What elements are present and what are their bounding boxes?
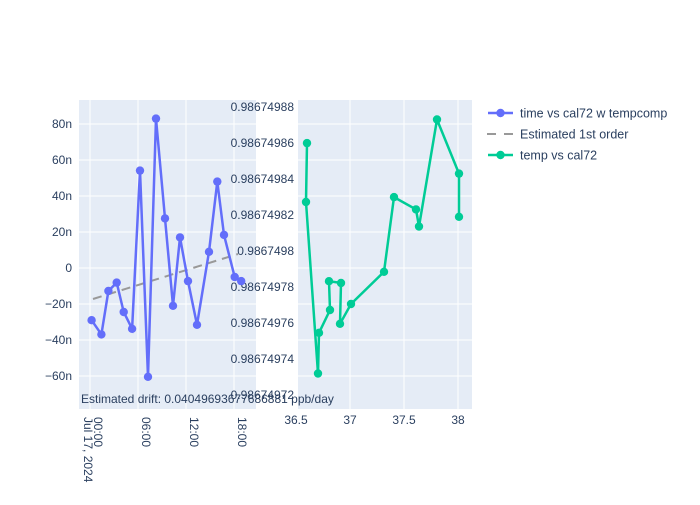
svg-text:37: 37 [343,413,357,427]
svg-text:60n: 60n [52,153,72,167]
svg-text:12:00: 12:00 [187,417,201,447]
svg-text:−40n: −40n [45,333,72,347]
svg-text:0.98674974: 0.98674974 [231,352,295,366]
svg-text:Estimated 1st order: Estimated 1st order [520,128,628,142]
svg-text:20n: 20n [52,225,72,239]
svg-text:0.98674988: 0.98674988 [231,100,295,114]
svg-text:38: 38 [451,413,465,427]
svg-text:18:00: 18:00 [235,417,249,447]
svg-text:06:00: 06:00 [139,417,153,447]
svg-text:0.98674984: 0.98674984 [231,172,295,186]
svg-text:37.5: 37.5 [392,413,416,427]
svg-text:temp vs cal72: temp vs cal72 [520,149,597,163]
svg-text:time vs cal72 w tempcomp: time vs cal72 w tempcomp [520,107,667,121]
svg-text:Jul 17, 2024: Jul 17, 2024 [81,417,95,483]
svg-text:−20n: −20n [45,297,72,311]
svg-text:36.5: 36.5 [284,413,308,427]
svg-text:−60n: −60n [45,369,72,383]
svg-text:0.98674986: 0.98674986 [231,136,295,150]
svg-text:0: 0 [65,261,72,275]
svg-text:80n: 80n [52,117,72,131]
svg-text:0.98674976: 0.98674976 [231,316,295,330]
svg-text:Estimated drift: 0.0404969367: Estimated drift: 0.04049693677686881 ppb… [81,392,334,406]
svg-text:0.9867498: 0.9867498 [237,244,294,258]
svg-text:0.98674982: 0.98674982 [231,208,295,222]
svg-text:40n: 40n [52,189,72,203]
